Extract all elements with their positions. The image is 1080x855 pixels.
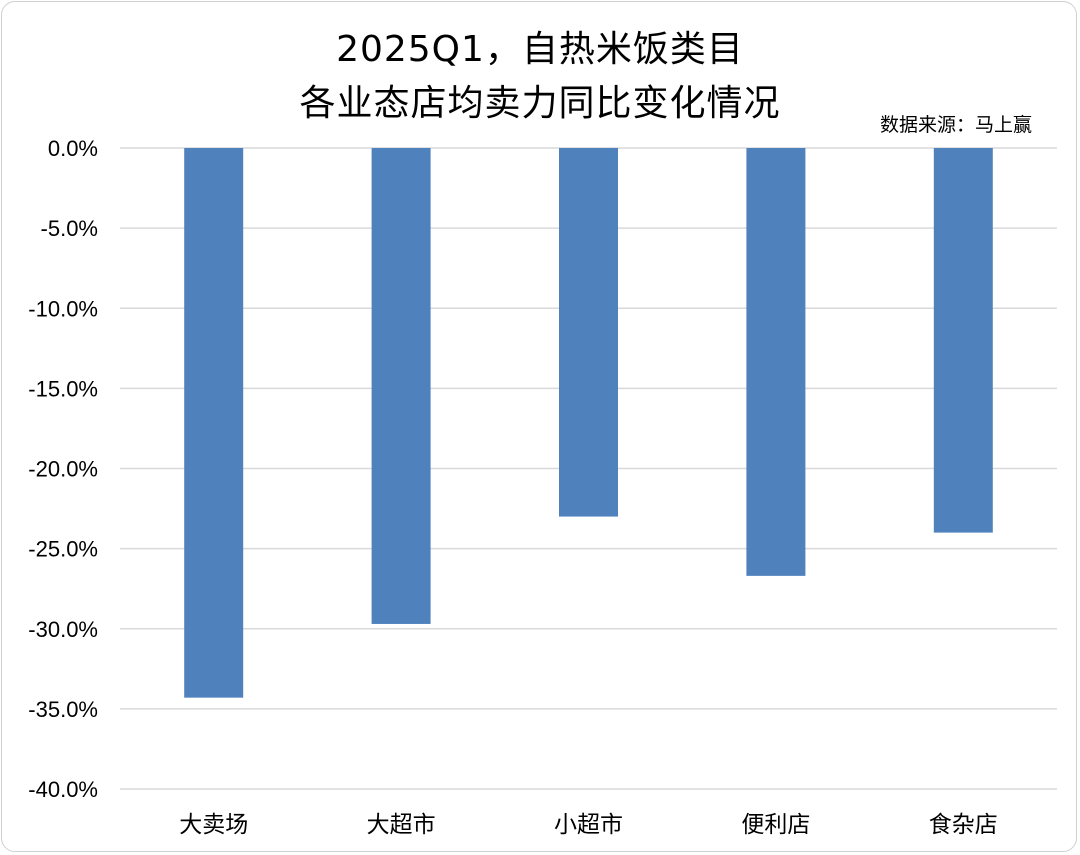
y-tick-label: 0.0% [48,136,98,161]
data-source-note: 数据来源：马上赢 [879,114,1032,136]
y-tick-label: -5.0% [41,216,98,241]
x-category-label: 大卖场 [179,812,248,838]
chart-title-line2: 各业态店均卖力同比变化情况 [299,83,781,124]
x-category-label: 便利店 [741,812,810,838]
y-tick-label: -25.0% [28,537,98,562]
bar-2 [371,148,431,624]
bar-1 [184,148,244,698]
y-tick-label: -30.0% [28,617,98,642]
x-category-label: 大超市 [367,812,436,838]
bar-4 [746,148,806,576]
bar-5 [933,148,993,533]
bar-3 [559,148,618,517]
y-tick-label: -20.0% [28,457,98,482]
x-category-label: 食杂店 [929,812,998,838]
y-tick-label: -35.0% [28,697,98,722]
chart-title-line1: 2025Q1，自热米饭类目 [336,29,744,70]
y-tick-label: -10.0% [28,296,98,321]
x-category-label: 小超市 [554,812,623,838]
y-tick-label: -40.0% [28,777,98,802]
y-tick-label: -15.0% [28,376,98,401]
